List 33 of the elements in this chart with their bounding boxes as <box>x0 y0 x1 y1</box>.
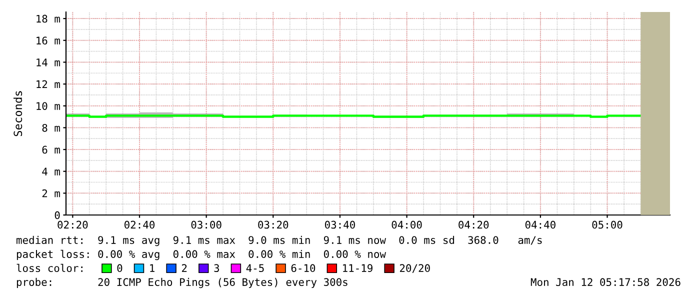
y-tick-label: 12 m <box>36 80 60 88</box>
legend-label: 6-10 <box>291 264 316 272</box>
text: probe: 20 ICMP Echo Pings (56 Bytes) every 300s <box>16 278 348 288</box>
x-tick-label: 05:00 <box>592 220 622 229</box>
text: Mon Jan 12 05:17:58 2026 <box>530 278 680 286</box>
y-tick-label: 14 m <box>36 58 60 66</box>
legend-label: 3 <box>214 264 220 272</box>
y-tick-label: 4 m <box>42 168 60 176</box>
legend-label: 1 <box>150 264 154 272</box>
x-tick-label: 03:40 <box>324 220 355 229</box>
x-tick-label: 04:40 <box>525 220 556 229</box>
x-tick-label: 02:40 <box>124 220 155 229</box>
y-tick-label: 10 m <box>36 102 60 110</box>
legend-label: 4-5 <box>246 264 264 272</box>
x-tick-label: 03:20 <box>258 220 288 229</box>
y-axis-title: Seconds <box>13 91 22 136</box>
legend-label: 20/20 <box>400 264 430 273</box>
legend-label: 0 <box>117 264 122 272</box>
legend-label: 11-19 <box>343 264 372 272</box>
x-tick-label: 04:00 <box>392 220 422 229</box>
legend-label: 2 <box>182 264 187 272</box>
x-tick-label: 04:20 <box>458 220 489 229</box>
x-tick-label: 03:00 <box>191 220 222 229</box>
y-tick-label: 16 m <box>36 36 60 45</box>
y-tick-label: 6 m <box>42 146 60 154</box>
y-tick-label: 0 <box>54 211 60 220</box>
text: packet loss: 0.00 % avg 0.00 % max 0.00 % min 0.00 % now <box>16 250 386 260</box>
legend-title: loss color: <box>16 264 82 272</box>
text: median rtt: 9.1 ms avg 9.1 ms max 9.0 ms min 9.1 ms now 0.0 ms sd 368.0 am/s <box>16 236 542 246</box>
y-tick-label: 18 m <box>36 14 60 23</box>
y-tick-label: 2 m <box>42 189 60 198</box>
y-tick-label: 8 m <box>42 124 60 132</box>
x-tick-label: 02:20 <box>58 220 88 229</box>
